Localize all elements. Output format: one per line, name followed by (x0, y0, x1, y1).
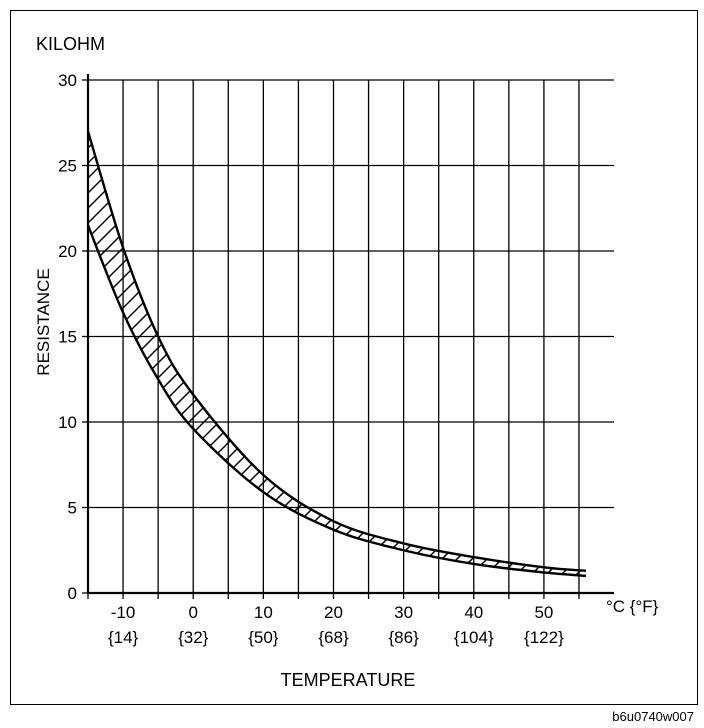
hatch-line (152, 131, 586, 576)
hatch-line (302, 131, 586, 576)
hatch-line (362, 131, 586, 576)
hatch-line (693, 0, 704, 593)
x-axis-title: TEMPERATURE (280, 670, 416, 690)
y-tick-label: 0 (68, 584, 77, 603)
hatch-line (88, 131, 164, 576)
hatch-line (182, 131, 586, 576)
hatch-line (482, 131, 586, 576)
hatch-line (227, 131, 586, 576)
x-tick-label-c: -10 (111, 603, 136, 622)
hatch-line (92, 131, 586, 576)
hatch-line (347, 131, 586, 576)
x-tick-label-c: 40 (464, 603, 483, 622)
hatch-line (88, 131, 539, 576)
image-code: b6u0740w007 (612, 709, 694, 724)
tick-labels: 0 5 10 15 20 25 30 -10 {14} 0 {32} 10 {50} 20 {68} 30 {8… (58, 71, 564, 647)
series-lower-curve (86, 224, 587, 578)
hatch-line (272, 131, 586, 576)
hatch-line (257, 131, 586, 576)
y-tick-label: 20 (58, 242, 77, 261)
hatch-line (512, 131, 586, 576)
hatch-line (332, 131, 586, 576)
hatch-line (88, 131, 586, 576)
hatch-line (197, 131, 586, 576)
hatch-line (618, 0, 704, 593)
hatch-line (122, 131, 586, 576)
x-tick-label-f: {68} (318, 628, 349, 647)
y-tick-label: 5 (68, 499, 77, 518)
hatch-line (107, 131, 586, 576)
hatch-line (572, 131, 586, 576)
hatch-line (88, 131, 586, 576)
hatch-line (437, 131, 586, 576)
y-tick-label: 25 (58, 157, 77, 176)
hatch-line (88, 131, 586, 576)
hatch-line (88, 131, 464, 576)
hatched-band (88, 0, 704, 593)
x-tick-label-c: 20 (324, 603, 343, 622)
hatch-line (88, 131, 194, 576)
series-upper-curve (86, 130, 587, 572)
hatch-line (88, 131, 449, 576)
hatch-line (88, 131, 586, 576)
grid-lines (88, 79, 614, 593)
hatch-line (603, 0, 704, 593)
hatch-line (88, 131, 554, 576)
hatch-line (287, 131, 586, 576)
hatch-line (88, 131, 209, 576)
hatch-line (678, 0, 704, 593)
y-tick-label: 15 (58, 328, 77, 347)
x-tick-label-c: 50 (534, 603, 553, 622)
hatch-line (377, 131, 586, 576)
x-tick-label-c: 10 (254, 603, 273, 622)
hatch-line (167, 131, 586, 576)
hatch-line (88, 131, 586, 576)
series-curves (86, 130, 587, 578)
hatch-line (557, 131, 586, 576)
hatch-line (317, 131, 586, 576)
hatch-line (88, 131, 586, 576)
x-tick-label-f: {122} (524, 628, 564, 647)
axes (82, 74, 614, 599)
hatch-line (407, 131, 586, 576)
hatch-line (497, 131, 586, 576)
hatch-line (88, 131, 586, 576)
y-tick-label: 30 (58, 71, 77, 90)
hatch-line (137, 131, 586, 576)
hatch-line (633, 0, 704, 593)
x-tick-label-f: {14} (108, 628, 139, 647)
hatch-line (588, 0, 704, 593)
hatch-line (392, 131, 586, 576)
hatch-line (663, 0, 704, 593)
y-unit-label: KILOHM (36, 34, 106, 54)
x-tick-label-c: 30 (394, 603, 413, 622)
x-tick-label-f: {86} (389, 628, 420, 647)
chart-frame (10, 10, 698, 705)
x-unit-label: °C {°F} (606, 597, 659, 616)
x-tick-label-f: {104} (454, 628, 494, 647)
hatch-line (542, 131, 586, 576)
y-tick-label: 10 (58, 413, 77, 432)
hatch-line (88, 131, 569, 576)
hatch-line (422, 131, 586, 576)
hatch-line (527, 131, 586, 576)
hatch-line (88, 131, 374, 576)
hatch-line (88, 131, 586, 576)
x-tick-label-f: {32} (178, 628, 209, 647)
y-axis-title: RESISTANCE (34, 268, 53, 376)
hatch-line (88, 131, 586, 576)
x-tick-label-f: {50} (248, 628, 279, 647)
hatch-line (467, 131, 586, 576)
hatch-line (88, 131, 524, 576)
hatch-line (648, 0, 704, 593)
x-tick-label-c: 0 (188, 603, 197, 622)
hatch-line (88, 131, 586, 576)
hatch-line (88, 131, 586, 576)
